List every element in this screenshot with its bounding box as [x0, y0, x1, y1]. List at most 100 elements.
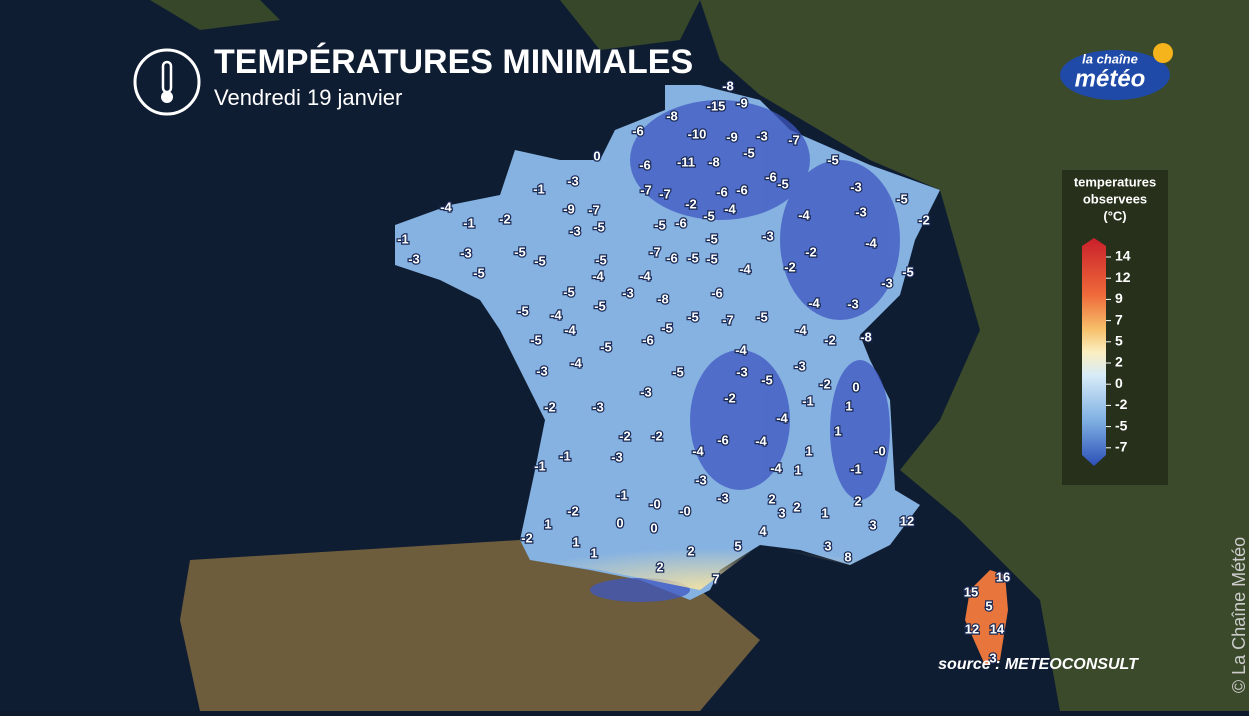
- temperature-label: -11: [677, 154, 695, 169]
- temperature-label: -4: [865, 235, 877, 250]
- temperature-label: -5: [514, 244, 526, 259]
- temperature-label: -3: [460, 245, 472, 260]
- temperature-label: -2: [521, 530, 533, 545]
- logo-text: météo: [1075, 65, 1146, 92]
- temperature-label: 2: [768, 491, 775, 506]
- thermometer-icon: [161, 91, 173, 103]
- temperature-label: -3: [881, 275, 893, 290]
- temperature-label: -5: [756, 309, 768, 324]
- temperature-label: -6: [736, 182, 748, 197]
- temperature-label: -6: [717, 432, 729, 447]
- temperature-label: -4: [692, 443, 704, 458]
- temperature-label: -3: [695, 472, 707, 487]
- temperature-label: -6: [675, 215, 687, 230]
- legend-title: temperatures: [1074, 174, 1156, 189]
- temperature-label: -3: [622, 285, 634, 300]
- temperature-label: -2: [819, 376, 831, 391]
- temperature-label: 15: [964, 584, 978, 599]
- temperature-label: -2: [619, 428, 631, 443]
- temperature-label: -4: [564, 322, 576, 337]
- temperature-label: -1: [802, 393, 814, 408]
- temperature-label: -5: [534, 253, 546, 268]
- temperature-label: -4: [770, 460, 782, 475]
- temperature-label: -3: [847, 296, 859, 311]
- temperature-label: -3: [850, 179, 862, 194]
- temperature-label: -3: [408, 251, 420, 266]
- temperature-label: -4: [755, 433, 767, 448]
- temperature-label: -15: [707, 98, 726, 113]
- temperature-label: -8: [708, 154, 720, 169]
- temperature-label: -6: [765, 169, 777, 184]
- legend-bg: [1062, 170, 1168, 485]
- temperature-label: -5: [827, 152, 839, 167]
- temperature-label: -3: [855, 204, 867, 219]
- temperature-label: 2: [793, 499, 800, 514]
- temperature-label: 1: [590, 545, 597, 560]
- temperature-label: -5: [593, 219, 605, 234]
- temperature-label: -10: [688, 126, 707, 141]
- temperature-label: 8: [844, 549, 851, 564]
- temperature-label: -4: [808, 295, 820, 310]
- source: source : METEOCONSULT: [938, 656, 1139, 673]
- temperature-label: -0: [649, 496, 661, 511]
- legend-tick-label: -7: [1115, 439, 1128, 455]
- legend-title: observees: [1083, 191, 1147, 206]
- legend-tick-label: -2: [1115, 396, 1128, 412]
- temperature-label: -5: [595, 252, 607, 267]
- temperature-label: -1: [463, 215, 475, 230]
- temperature-label: -4: [776, 410, 788, 425]
- temperature-label: 1: [821, 505, 828, 520]
- temperature-label: 3: [869, 517, 876, 532]
- legend-tick-label: -5: [1115, 417, 1128, 433]
- temperature-label: -9: [563, 201, 575, 216]
- temperature-label: -8: [722, 78, 734, 93]
- legend-tick-label: 2: [1115, 354, 1123, 370]
- temperature-label: -0: [679, 503, 691, 518]
- temperature-label: -7: [649, 244, 661, 259]
- temperature-label: -5: [896, 191, 908, 206]
- legend-tick-label: 0: [1115, 375, 1123, 391]
- temperature-label: -4: [798, 207, 810, 222]
- temperature-label: 1: [805, 443, 812, 458]
- temperature-label: -4: [592, 268, 604, 283]
- temperature-label: -7: [588, 202, 600, 217]
- temperature-label: -5: [661, 320, 673, 335]
- temperature-label: -4: [639, 268, 651, 283]
- temperature-label: -5: [703, 208, 715, 223]
- temperature-label: -5: [902, 264, 914, 279]
- temperature-label: -9: [736, 95, 748, 110]
- legend-tick-label: 5: [1115, 333, 1123, 349]
- temperature-label: 12: [965, 621, 979, 636]
- temperature-label: -1: [559, 448, 571, 463]
- temperature-label: -9: [726, 129, 738, 144]
- temperature-label: -7: [788, 132, 800, 147]
- temperature-label: -5: [761, 372, 773, 387]
- temperature-label: -5: [654, 217, 666, 232]
- warm-coast: [530, 520, 900, 590]
- temperature-label: -4: [570, 355, 582, 370]
- temperature-label: -7: [722, 312, 734, 327]
- temperature-label: 2: [687, 543, 694, 558]
- temperature-label: -6: [642, 332, 654, 347]
- temperature-label: -4: [440, 199, 452, 214]
- temperature-label: 0: [650, 520, 657, 535]
- temperature-label: -3: [762, 228, 774, 243]
- temperature-label: -1: [397, 231, 409, 246]
- temperature-label: -7: [659, 186, 671, 201]
- temperature-label: -4: [795, 322, 807, 337]
- temperature-label: -3: [794, 358, 806, 373]
- legend-tick-label: 12: [1115, 269, 1131, 285]
- temperature-label: 0: [593, 148, 600, 163]
- temperature-label: -2: [651, 428, 663, 443]
- temperature-label: -2: [724, 390, 736, 405]
- temperature-label: -1: [533, 181, 545, 196]
- temperature-label: -2: [685, 196, 697, 211]
- cold-zones: [590, 100, 900, 602]
- temperature-label: -4: [735, 342, 747, 357]
- temperature-label: 14: [990, 621, 1005, 636]
- subtitle: Vendredi 19 janvier: [214, 85, 402, 110]
- temperature-label: -3: [611, 449, 623, 464]
- temperature-label: 0: [852, 379, 859, 394]
- temperature-label: -2: [784, 259, 796, 274]
